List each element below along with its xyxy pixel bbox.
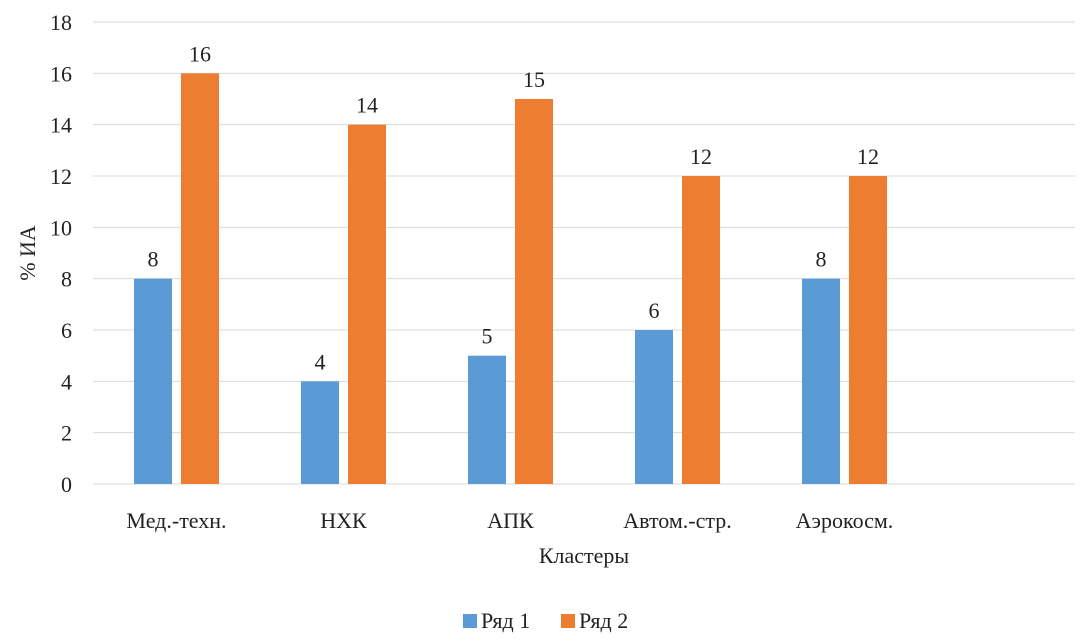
y-axis-title: % ИА: [15, 225, 40, 281]
legend-label: Ряд 1: [481, 608, 530, 633]
bar: [635, 330, 673, 484]
gridlines: [93, 21, 1075, 485]
bar: [849, 176, 887, 484]
data-label: 8: [816, 247, 827, 272]
x-axis-ticks: Мед.-техн. НХК АПК Автом.-стр. Аэрокосм.: [126, 508, 893, 533]
y-tick-label: 16: [50, 61, 72, 86]
bar: [301, 381, 339, 484]
data-label: 5: [482, 324, 493, 349]
y-tick-label: 2: [61, 421, 72, 446]
bars: [134, 73, 887, 485]
bar: [515, 99, 553, 484]
data-label: 16: [189, 41, 211, 66]
x-axis-title: Кластеры: [539, 543, 630, 568]
y-tick-label: 8: [61, 267, 72, 292]
x-tick-label: АПК: [487, 508, 534, 533]
bar: [134, 278, 172, 484]
x-tick-label: Мед.-техн.: [126, 508, 226, 533]
bar: [468, 355, 506, 484]
y-tick-label: 6: [61, 318, 72, 343]
bar: [348, 124, 386, 485]
legend-swatch: [463, 614, 477, 628]
data-label: 8: [148, 247, 159, 272]
y-tick-label: 4: [61, 369, 72, 394]
x-tick-label: НХК: [320, 508, 367, 533]
data-labels: 8 16 4 14 5 15 6 12 8 12: [148, 41, 880, 374]
y-axis-ticks: 0 2 4 6 8 10 12 14 16 18: [50, 10, 72, 497]
data-label: 12: [690, 144, 712, 169]
y-tick-label: 0: [61, 472, 72, 497]
y-tick-label: 12: [50, 164, 72, 189]
y-tick-label: 14: [50, 113, 72, 138]
y-tick-label: 18: [50, 10, 72, 35]
legend: Ряд 1 Ряд 2: [463, 608, 628, 633]
legend-swatch: [561, 614, 575, 628]
data-label: 12: [857, 144, 879, 169]
bar: [682, 176, 720, 484]
bar: [802, 278, 840, 484]
x-tick-label: Автом.-стр.: [623, 508, 732, 533]
data-label: 15: [523, 67, 545, 92]
bar: [181, 73, 219, 484]
data-label: 4: [315, 349, 326, 374]
y-tick-label: 10: [50, 215, 72, 240]
data-label: 6: [649, 298, 660, 323]
data-label: 14: [356, 93, 378, 118]
legend-label: Ряд 2: [579, 608, 628, 633]
x-tick-label: Аэрокосм.: [796, 508, 894, 533]
